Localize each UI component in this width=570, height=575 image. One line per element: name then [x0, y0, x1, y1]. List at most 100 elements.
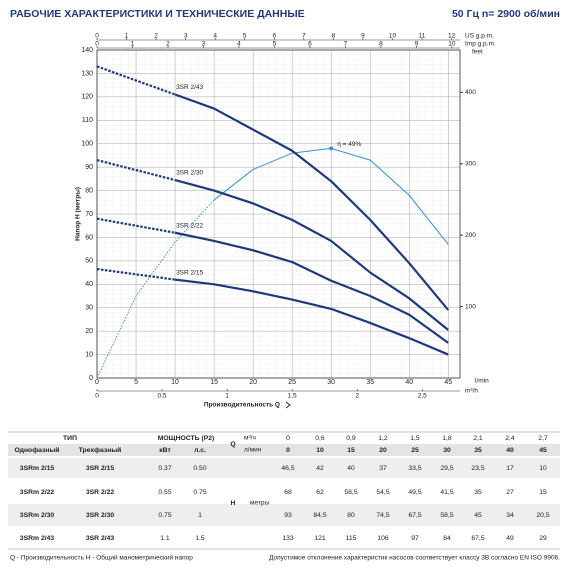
table-text: 29	[539, 535, 547, 542]
table-text: 3SR 2/15	[86, 465, 115, 472]
table-text: 49,5	[408, 489, 421, 496]
pump-curve	[174, 231, 449, 344]
series-label: 3SR 2/15	[176, 269, 203, 276]
table-text: 3SRm 2/30	[20, 512, 55, 519]
top-tick-label: 10	[389, 33, 397, 40]
table-text: 15	[347, 447, 355, 454]
top-tick-label: 5	[273, 41, 277, 48]
efficiency-peak	[329, 146, 334, 151]
table-text: 29,5	[440, 465, 453, 472]
table-text: 10	[539, 465, 547, 472]
y-tick-label: 90	[85, 164, 93, 171]
y2-tick-label: 100	[465, 303, 476, 310]
table-text: л/мин	[244, 447, 262, 454]
table-text: 45	[474, 512, 482, 519]
table-text: 35	[474, 489, 482, 496]
y-tick-label: 20	[85, 328, 93, 335]
x-tick-label: 10	[171, 379, 179, 386]
table-text: Трехфазный	[79, 446, 122, 454]
x-tick-label: 40	[405, 379, 413, 386]
table-text: 80	[347, 512, 355, 519]
bottom2-tick-label: 0,5	[158, 393, 167, 400]
top-tick-label: 0	[95, 33, 99, 40]
x-tick-label: 45	[444, 379, 452, 386]
y-tick-label: 0	[89, 375, 93, 382]
x-axis-title: Производительность Q	[204, 402, 280, 409]
table-text: 37	[379, 465, 387, 472]
top-tick-label: 12	[448, 33, 456, 40]
table-text: 1.5	[195, 535, 205, 542]
table-text: 30	[443, 447, 451, 454]
table-text: 27	[506, 489, 514, 496]
table-text: 15	[539, 489, 547, 496]
top-axis-label: Imp g.p.m.	[465, 41, 496, 48]
table-text: 58,5	[440, 512, 453, 519]
table-text: 1,8	[442, 435, 452, 442]
bottom2-tick-label: 0	[95, 393, 99, 400]
table-text: 41,5	[440, 489, 453, 496]
top-tick-label: 10	[448, 41, 456, 48]
footnote: Q - Производительность H - Общий маномет…	[10, 554, 193, 562]
y-axis-title: Напор H (метры)	[75, 187, 82, 241]
bottom2-tick-label: 2	[355, 393, 359, 400]
top-tick-label: 2	[154, 33, 158, 40]
top-tick-label: 1	[131, 41, 135, 48]
series-label: 3SR 2/22	[176, 222, 203, 229]
table-text: 3SRm 2/22	[20, 489, 55, 496]
table-text: 3SRm 2/43	[20, 535, 55, 542]
arrow	[285, 401, 291, 409]
footnote: Допустимое отклонение характеристик насо…	[269, 555, 560, 562]
table-text: 20	[379, 447, 387, 454]
table-text: 121	[314, 535, 326, 542]
table-text: 133	[282, 535, 294, 542]
row-bg	[8, 504, 560, 526]
x-unit: l/min	[475, 378, 489, 385]
bottom2-tick-label: 1,5	[288, 393, 297, 400]
table-text: 34	[506, 512, 514, 519]
table-text: 33,5	[408, 465, 421, 472]
table-text: 0.55	[158, 489, 171, 496]
table-text: 0,6	[315, 435, 325, 442]
pump-curve	[174, 178, 449, 331]
pump-curve	[96, 267, 176, 281]
top-tick-label: 2	[166, 41, 170, 48]
table-text: 0,9	[346, 435, 356, 442]
table-text: Q	[230, 441, 235, 448]
table-text: 67,5	[471, 535, 484, 542]
table-text: 3SR 2/30	[86, 512, 115, 519]
table-text: МОЩНОСТЬ (P2)	[158, 435, 215, 442]
table-text: 45	[539, 447, 547, 454]
table-text: 115	[346, 535, 357, 542]
y2-axis-title: feet	[472, 49, 483, 56]
table-text: 68	[284, 489, 292, 496]
row-bg	[8, 444, 560, 456]
table-text: 74,5	[376, 512, 389, 519]
table-text: 0.50	[193, 465, 206, 472]
y2-tick-label: 200	[465, 232, 476, 239]
table-text: 0.75	[158, 512, 171, 519]
y-tick-label: 50	[85, 258, 93, 265]
table-text: 2,7	[538, 435, 548, 442]
table-text: 1.1	[160, 535, 170, 542]
table-text: 1,2	[378, 435, 388, 442]
x-tick-label: 5	[134, 379, 138, 386]
table-text: 1	[198, 512, 202, 519]
y-tick-label: 100	[81, 141, 93, 148]
top-tick-label: 9	[361, 33, 365, 40]
x-tick-label: 35	[366, 379, 374, 386]
y-tick-label: 130	[81, 70, 93, 77]
top-tick-label: 11	[419, 33, 426, 40]
table-text: ТИП	[63, 435, 77, 442]
table-text: H	[231, 500, 236, 507]
series-label: 3SR 2/43	[176, 84, 203, 91]
y-tick-label: 70	[85, 211, 93, 218]
series-label: 3SR 2/30	[176, 170, 203, 177]
table-text: 0.37	[158, 465, 171, 472]
table-text: 46,5	[281, 465, 294, 472]
table-text: 10	[316, 447, 324, 454]
chart-subtitle: 50 Гц n= 2900 об/мин	[452, 8, 560, 20]
table-text: 62	[316, 489, 324, 496]
table-text: 40	[347, 465, 355, 472]
table-text: 0.75	[193, 489, 206, 496]
top-tick-label: 4	[213, 33, 217, 40]
